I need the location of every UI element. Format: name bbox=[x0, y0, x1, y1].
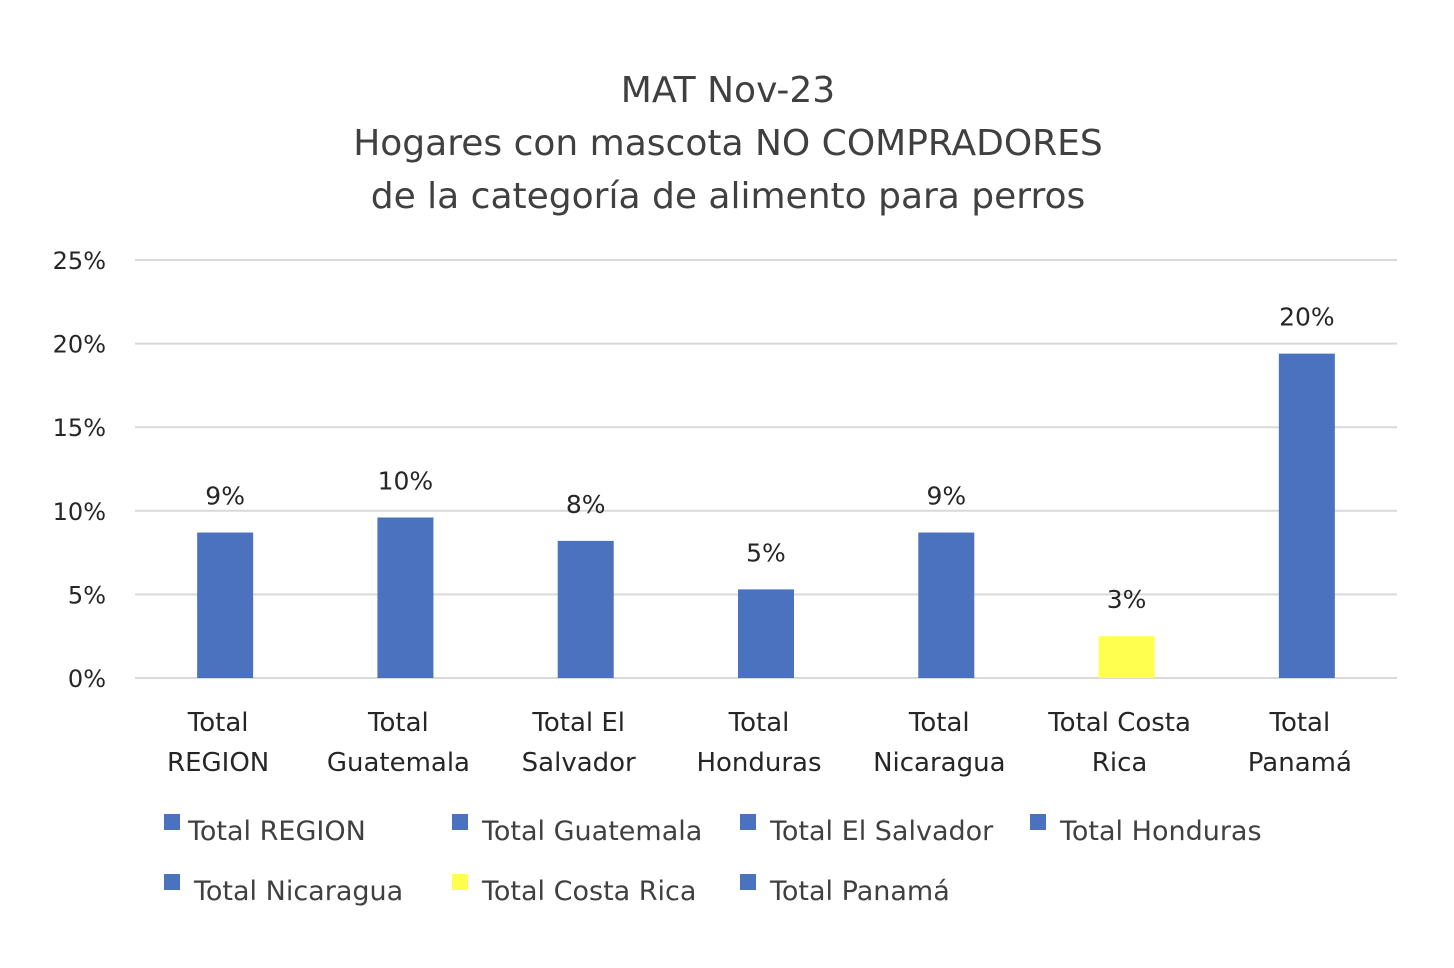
legend-label: Total Panamá bbox=[769, 876, 950, 907]
legend-swatch bbox=[452, 814, 468, 830]
x-category-label: Total Costa bbox=[1047, 708, 1191, 738]
x-category-label: REGION bbox=[167, 748, 269, 778]
data-label: 5% bbox=[746, 538, 786, 567]
data-label: 9% bbox=[205, 482, 245, 511]
y-tick-label: 10% bbox=[53, 498, 106, 526]
x-category-label: Total bbox=[728, 708, 790, 738]
x-category-label: Salvador bbox=[522, 748, 636, 778]
legend-swatch bbox=[452, 874, 468, 890]
legend-label: Total Nicaragua bbox=[193, 876, 403, 907]
bar bbox=[1278, 353, 1335, 678]
data-label: 8% bbox=[566, 490, 606, 519]
y-tick-label: 20% bbox=[53, 331, 106, 359]
bar bbox=[738, 589, 794, 678]
x-category-label: Panamá bbox=[1248, 748, 1352, 778]
x-category-label: Total bbox=[367, 708, 429, 738]
legend-label: Total El Salvador bbox=[769, 816, 994, 847]
bar bbox=[918, 532, 975, 678]
data-label: 3% bbox=[1107, 585, 1147, 614]
legend-swatch bbox=[740, 874, 756, 890]
x-category-label: Total bbox=[908, 708, 970, 738]
legend-swatch bbox=[1030, 814, 1046, 830]
data-label: 9% bbox=[926, 482, 966, 511]
x-category-label: Total El bbox=[531, 708, 625, 738]
x-category-label: Total bbox=[1268, 708, 1330, 738]
bar bbox=[1098, 636, 1155, 678]
y-tick-label: 5% bbox=[68, 581, 106, 609]
chart-title-line: Hogares con mascota NO COMPRADORES bbox=[353, 123, 1103, 164]
y-tick-label: 25% bbox=[53, 247, 106, 275]
y-tick-label: 15% bbox=[53, 414, 106, 442]
legend-swatch bbox=[740, 814, 756, 830]
chart-title-line: de la categoría de alimento para perros bbox=[371, 176, 1086, 217]
legend-swatch bbox=[164, 814, 180, 830]
bar bbox=[377, 517, 434, 678]
x-category-label: Rica bbox=[1092, 748, 1148, 778]
y-tick-label: 0% bbox=[68, 665, 106, 693]
x-category-label: Guatemala bbox=[327, 748, 470, 778]
chart-title-line: MAT Nov-23 bbox=[621, 70, 835, 111]
legend-label: Total REGION bbox=[187, 816, 366, 847]
legend-label: Total Costa Rica bbox=[481, 876, 696, 907]
data-label: 20% bbox=[1279, 303, 1335, 332]
x-category-label: Honduras bbox=[696, 748, 821, 778]
x-category-label: Nicaragua bbox=[873, 748, 1005, 778]
bar bbox=[197, 532, 254, 678]
legend-label: Total Honduras bbox=[1059, 816, 1262, 847]
data-label: 10% bbox=[378, 466, 434, 495]
x-category-label: Total bbox=[187, 708, 249, 738]
legend-swatch bbox=[164, 874, 180, 890]
legend-label: Total Guatemala bbox=[481, 816, 702, 847]
bar bbox=[557, 540, 614, 678]
